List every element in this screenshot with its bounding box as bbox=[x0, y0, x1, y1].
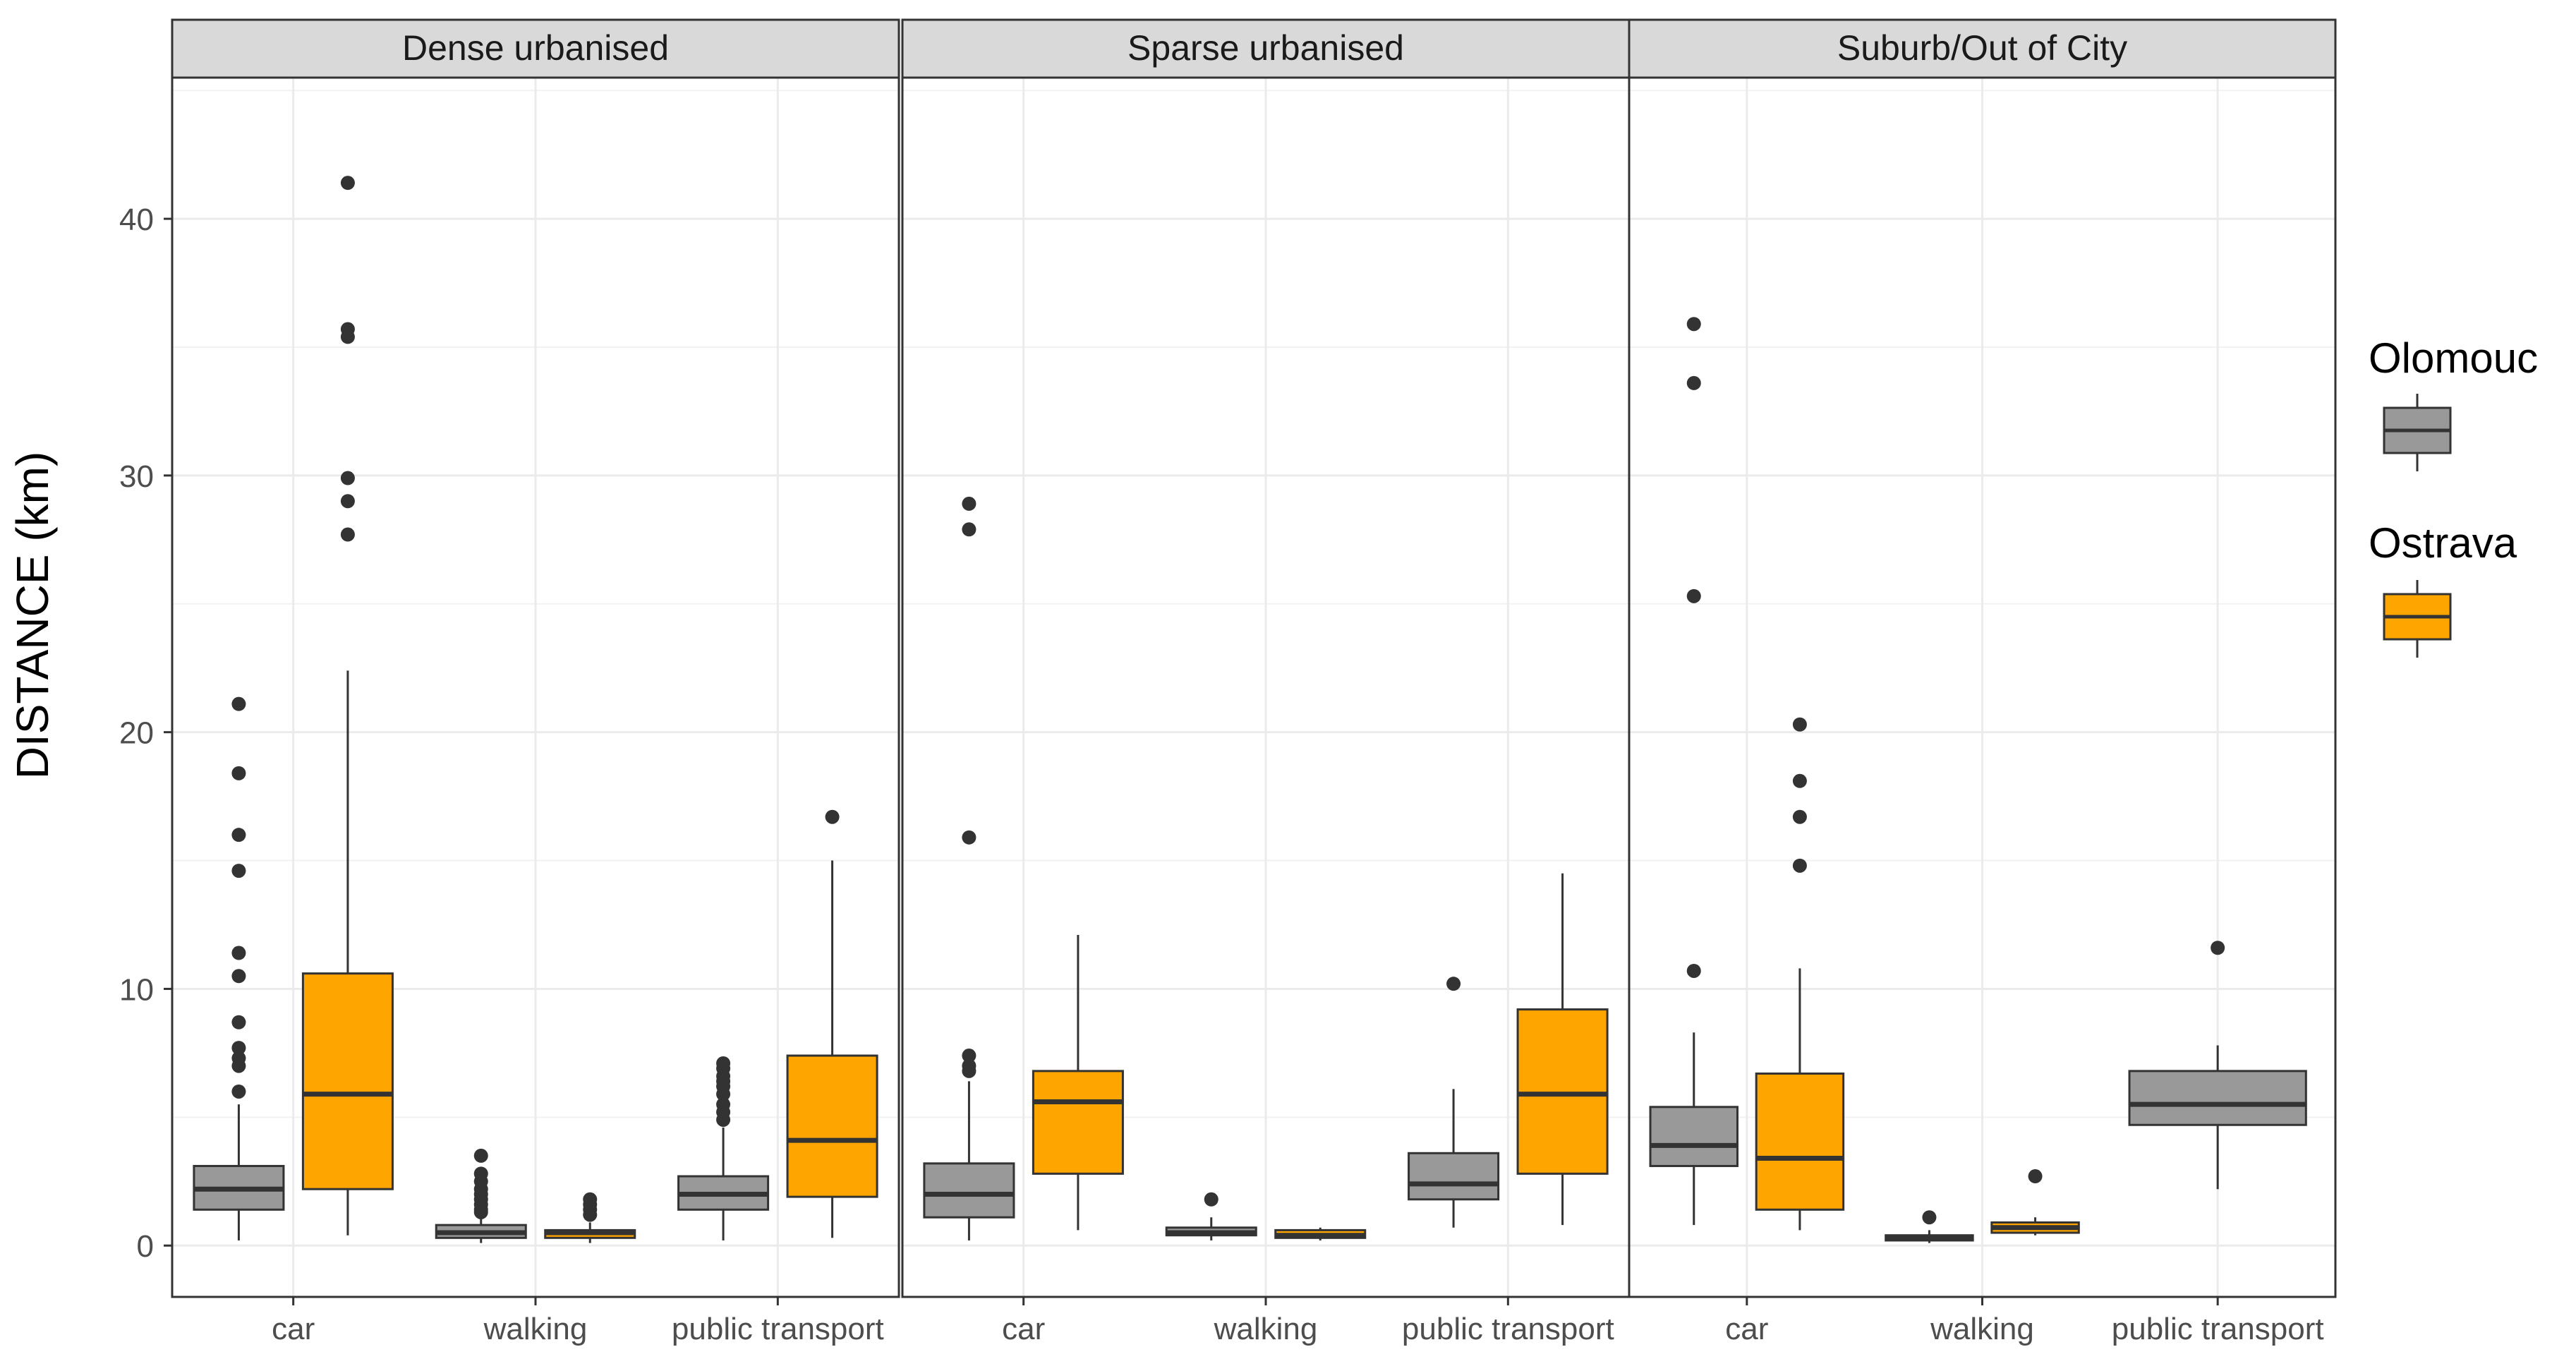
box-ostrava bbox=[1990, 1169, 2080, 1236]
facet-title: Dense urbanised bbox=[402, 28, 669, 68]
outlier-point bbox=[473, 1148, 488, 1163]
outlier-point bbox=[962, 830, 976, 845]
box-iqr bbox=[1516, 1008, 1609, 1175]
outlier-point bbox=[1792, 809, 1807, 824]
outlier-point bbox=[2028, 1169, 2043, 1184]
box-olomouc bbox=[435, 1148, 527, 1243]
box-iqr bbox=[1408, 1152, 1500, 1201]
outlier-point bbox=[1922, 1210, 1937, 1225]
facet-panels: Dense urbanised car walking public transpor… bbox=[171, 18, 2337, 1346]
box-olomouc bbox=[1885, 1210, 1974, 1243]
facet-strip bbox=[171, 18, 900, 79]
outlier-point bbox=[583, 1207, 598, 1222]
outlier-point bbox=[231, 969, 246, 984]
outlier-point bbox=[1792, 773, 1807, 788]
outlier-point bbox=[473, 1204, 488, 1219]
outlier-point bbox=[231, 1058, 246, 1073]
x-tick-label: public transport bbox=[2112, 1312, 2324, 1346]
box-olomouc bbox=[677, 1056, 770, 1240]
y-tick-label: 20 bbox=[119, 716, 154, 751]
outlier-point bbox=[340, 471, 355, 485]
outlier-point bbox=[231, 1041, 246, 1056]
facet-panel: Dense urbanised car walking public transpor… bbox=[171, 18, 900, 1346]
box-ostrava bbox=[1755, 717, 1845, 1231]
x-tick-label: walking bbox=[1930, 1312, 2034, 1346]
x-tick-label: public transport bbox=[672, 1312, 884, 1346]
outlier-point bbox=[716, 1112, 731, 1127]
legend-entry-olomouc: Olomouc bbox=[2369, 334, 2538, 471]
outlier-point bbox=[340, 527, 355, 542]
y-axis: DISTANCE (km) 0 10 20 30 40 bbox=[7, 203, 172, 1264]
legend-label: Ostrava bbox=[2369, 519, 2517, 567]
facet-panel: Sparse urbanised car walking public transpo… bbox=[901, 18, 1631, 1346]
outlier-point bbox=[1686, 588, 1701, 603]
outlier-point bbox=[231, 828, 246, 842]
outlier-point bbox=[231, 946, 246, 960]
outlier-point bbox=[1792, 858, 1807, 873]
box-ostrava bbox=[1516, 873, 1609, 1226]
legend: Olomouc Ostrava bbox=[2369, 334, 2538, 658]
outlier-point bbox=[1686, 317, 1701, 332]
legend-label: Olomouc bbox=[2369, 334, 2538, 382]
outlier-point bbox=[1792, 717, 1807, 732]
box-olomouc bbox=[923, 496, 1015, 1240]
box-ostrava bbox=[1032, 935, 1124, 1231]
outlier-point bbox=[1686, 375, 1701, 390]
outlier-point bbox=[962, 1063, 976, 1078]
x-tick-label: car bbox=[272, 1312, 315, 1346]
legend-entry-ostrava: Ostrava bbox=[2369, 519, 2517, 658]
x-tick-label: walking bbox=[1214, 1312, 1318, 1346]
box-ostrava bbox=[301, 176, 394, 1236]
y-axis-title: DISTANCE (km) bbox=[7, 452, 58, 780]
facet-strip bbox=[901, 18, 1631, 79]
outlier-point bbox=[962, 496, 976, 511]
box-iqr bbox=[301, 972, 394, 1190]
outlier-point bbox=[340, 494, 355, 509]
outlier-point bbox=[1686, 963, 1701, 978]
outlier-point bbox=[231, 864, 246, 878]
outlier-point bbox=[1446, 977, 1461, 991]
outlier-point bbox=[716, 1087, 731, 1101]
outlier-point bbox=[2211, 941, 2225, 955]
box-iqr bbox=[1032, 1070, 1124, 1175]
box-olomouc bbox=[1649, 317, 1739, 1226]
x-tick-label: public transport bbox=[1402, 1312, 1614, 1346]
box-olomouc bbox=[193, 696, 285, 1240]
outlier-point bbox=[340, 176, 355, 191]
box-iqr bbox=[2128, 1070, 2307, 1126]
facet-title: Suburb/Out of City bbox=[1837, 28, 2127, 68]
x-tick-label: car bbox=[1725, 1312, 1768, 1346]
y-tick-label: 40 bbox=[119, 203, 154, 237]
outlier-point bbox=[962, 522, 976, 537]
x-tick-label: walking bbox=[483, 1312, 588, 1346]
box-ostrava bbox=[786, 809, 878, 1238]
outlier-point bbox=[231, 696, 246, 711]
box-olomouc bbox=[1408, 977, 1500, 1228]
outlier-point bbox=[231, 1015, 246, 1029]
box-iqr bbox=[1755, 1073, 1845, 1211]
y-tick-label: 30 bbox=[119, 459, 154, 494]
outlier-point bbox=[231, 766, 246, 780]
outlier-point bbox=[231, 1084, 246, 1099]
outlier-point bbox=[1204, 1192, 1219, 1207]
box-olomouc bbox=[1165, 1192, 1257, 1240]
outlier-point bbox=[340, 330, 355, 344]
box-iqr bbox=[923, 1162, 1015, 1219]
outlier-point bbox=[825, 809, 840, 824]
box-olomouc bbox=[2128, 941, 2307, 1190]
facet-panel: Suburb/Out of City car walking public trans… bbox=[1628, 18, 2337, 1346]
facet-title: Sparse urbanised bbox=[1127, 28, 1404, 68]
box-iqr bbox=[1649, 1106, 1739, 1167]
box-ostrava bbox=[1274, 1227, 1367, 1240]
y-tick-label: 0 bbox=[137, 1229, 154, 1264]
x-tick-label: car bbox=[1002, 1312, 1045, 1346]
facet-strip bbox=[1628, 18, 2337, 79]
box-iqr bbox=[786, 1054, 878, 1198]
y-tick-label: 10 bbox=[119, 972, 154, 1007]
box-ostrava bbox=[544, 1192, 636, 1243]
outlier-point bbox=[962, 1049, 976, 1063]
